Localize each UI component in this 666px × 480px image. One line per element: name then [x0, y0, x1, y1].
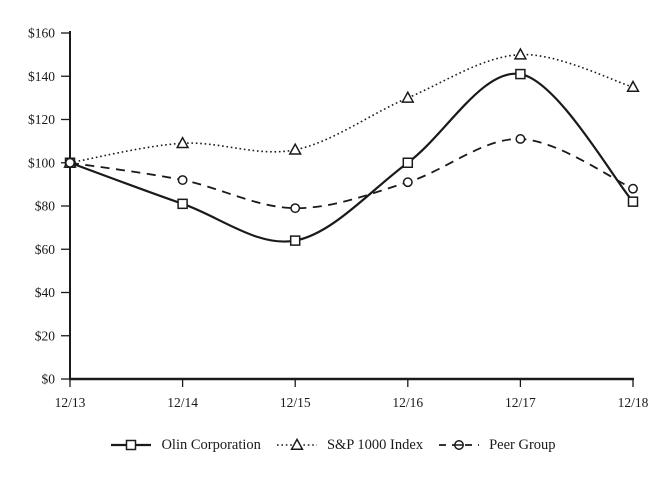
circle-marker: [402, 177, 413, 188]
square-marker: [515, 68, 526, 80]
x-tick-label: 12/13: [55, 395, 86, 410]
series-line-dotted: [69, 53, 634, 164]
y-tick-label: $120: [28, 112, 55, 127]
x-tick-label: 12/16: [392, 395, 423, 410]
series-line-solid: [69, 72, 634, 243]
square-marker: [402, 157, 414, 168]
triangle-marker: [175, 136, 190, 149]
legend-item-peer-group: Peer Group: [438, 437, 556, 454]
legend-item-olin-corporation: Olin Corporation: [110, 437, 261, 454]
triangle-marker: [401, 90, 415, 103]
square-marker: [177, 198, 188, 210]
y-tick-label: $140: [28, 69, 55, 84]
x-tick-label: 12/15: [280, 395, 311, 410]
triangle-marker: [288, 142, 302, 155]
y-tick-label: $60: [35, 242, 56, 257]
circle-marker: [177, 175, 188, 186]
legend-label-peer-group: Peer Group: [489, 437, 556, 454]
plot-area: $0 $20 $40 $60 $80 $100 $120 $140 $160 12/13 12/14…: [28, 26, 649, 411]
triangle-marker: [513, 47, 528, 60]
legend-label-olin-corporation: Olin Corporation: [161, 437, 261, 454]
square-marker: [627, 196, 639, 207]
x-tick-label: 12/18: [618, 395, 649, 410]
square-marker: [289, 235, 301, 246]
circle-marker: [628, 183, 638, 194]
legend-item-sp-1000-index: S&P 1000 Index: [276, 437, 423, 453]
y-tick-label: $160: [28, 26, 55, 41]
chart-legend: Olin Corporation S&P 1000 Index Peer Gro…: [0, 430, 666, 460]
legend-triangle-marker-icon: [276, 437, 317, 450]
y-tick-label: $20: [35, 328, 56, 343]
triangle-marker: [626, 79, 640, 93]
y-tick-label: $0: [42, 372, 56, 387]
circle-marker: [65, 157, 75, 168]
legend-label-sp-1000-index: S&P 1000 Index: [326, 437, 424, 454]
circle-marker: [515, 134, 526, 144]
legend-square-marker-icon: [111, 439, 152, 451]
y-tick-label: $80: [35, 199, 56, 214]
x-tick-label: 12/17: [505, 395, 536, 410]
y-tick-label: $40: [35, 285, 56, 300]
series-line-dashed: [69, 138, 634, 210]
legend-circle-marker-icon: [439, 440, 480, 450]
circle-marker: [290, 203, 301, 214]
y-tick-label: $100: [28, 155, 55, 170]
x-tick-label: 12/14: [167, 395, 198, 410]
